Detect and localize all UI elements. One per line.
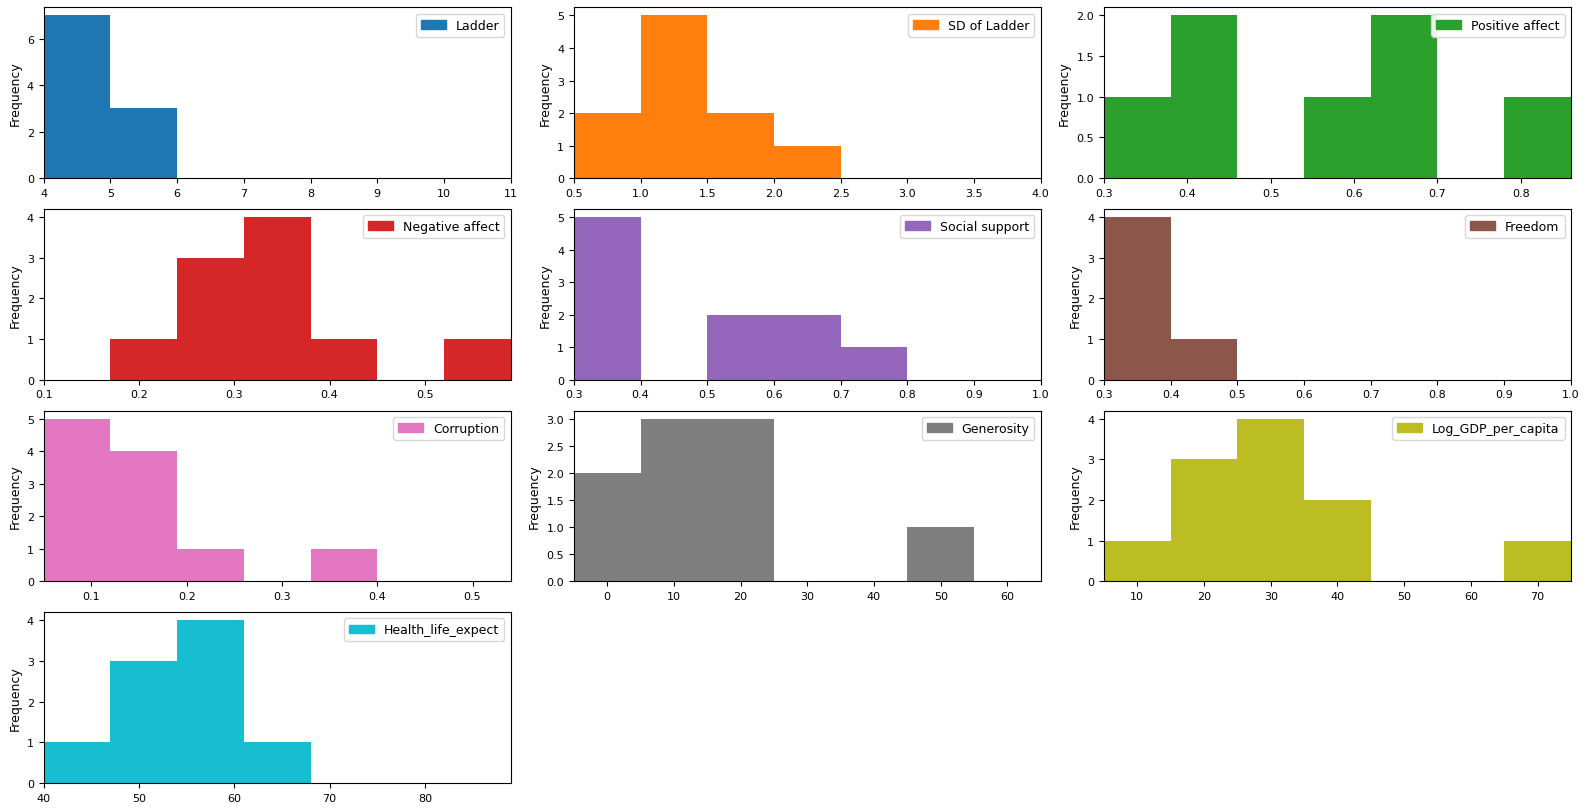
Bar xyxy=(1104,97,1170,179)
Bar xyxy=(44,16,111,179)
Bar xyxy=(707,114,773,179)
Bar xyxy=(707,419,773,581)
Bar xyxy=(640,16,707,179)
Bar xyxy=(907,527,973,581)
Y-axis label: Frequency: Frequency xyxy=(1058,62,1070,126)
Y-axis label: Frequency: Frequency xyxy=(8,665,21,730)
Bar xyxy=(1170,340,1237,380)
Bar xyxy=(44,742,111,783)
Legend: Social support: Social support xyxy=(900,216,1034,239)
Y-axis label: Frequency: Frequency xyxy=(8,464,21,529)
Bar xyxy=(1104,218,1170,380)
Y-axis label: Frequency: Frequency xyxy=(8,62,21,126)
Legend: Positive affect: Positive affect xyxy=(1431,15,1564,37)
Y-axis label: Frequency: Frequency xyxy=(8,263,21,328)
Bar xyxy=(640,419,707,581)
Legend: Health_life_expect: Health_life_expect xyxy=(345,619,505,642)
Bar xyxy=(111,452,178,581)
Bar xyxy=(111,661,178,783)
Bar xyxy=(1104,541,1170,581)
Bar xyxy=(445,340,511,380)
Bar xyxy=(1370,16,1437,179)
Y-axis label: Frequency: Frequency xyxy=(1069,263,1081,328)
Bar xyxy=(178,549,245,581)
Legend: Corruption: Corruption xyxy=(394,418,505,440)
Legend: Log_GDP_per_capita: Log_GDP_per_capita xyxy=(1393,418,1564,440)
Bar xyxy=(245,742,311,783)
Bar xyxy=(1237,419,1304,581)
Bar xyxy=(573,218,640,380)
Bar xyxy=(311,340,378,380)
Bar xyxy=(1304,500,1370,581)
Bar xyxy=(573,474,640,581)
Bar xyxy=(840,348,907,380)
Legend: Ladder: Ladder xyxy=(416,15,505,37)
Legend: Negative affect: Negative affect xyxy=(362,216,505,239)
Bar xyxy=(111,340,178,380)
Bar xyxy=(311,549,378,581)
Bar xyxy=(44,419,111,581)
Bar xyxy=(573,114,640,179)
Y-axis label: Frequency: Frequency xyxy=(538,62,551,126)
Y-axis label: Frequency: Frequency xyxy=(1069,464,1081,529)
Bar xyxy=(1504,97,1571,179)
Bar xyxy=(1170,460,1237,581)
Bar xyxy=(245,218,311,380)
Bar xyxy=(773,147,840,179)
Legend: Generosity: Generosity xyxy=(921,418,1034,440)
Bar xyxy=(1170,16,1237,179)
Bar xyxy=(178,259,245,380)
Bar xyxy=(773,315,840,380)
Bar xyxy=(111,109,178,179)
Y-axis label: Frequency: Frequency xyxy=(538,263,551,328)
Bar xyxy=(1304,97,1370,179)
Y-axis label: Frequency: Frequency xyxy=(527,464,542,529)
Legend: Freedom: Freedom xyxy=(1466,216,1564,239)
Bar xyxy=(707,315,773,380)
Legend: SD of Ladder: SD of Ladder xyxy=(908,15,1034,37)
Bar xyxy=(178,620,245,783)
Bar xyxy=(1504,541,1571,581)
